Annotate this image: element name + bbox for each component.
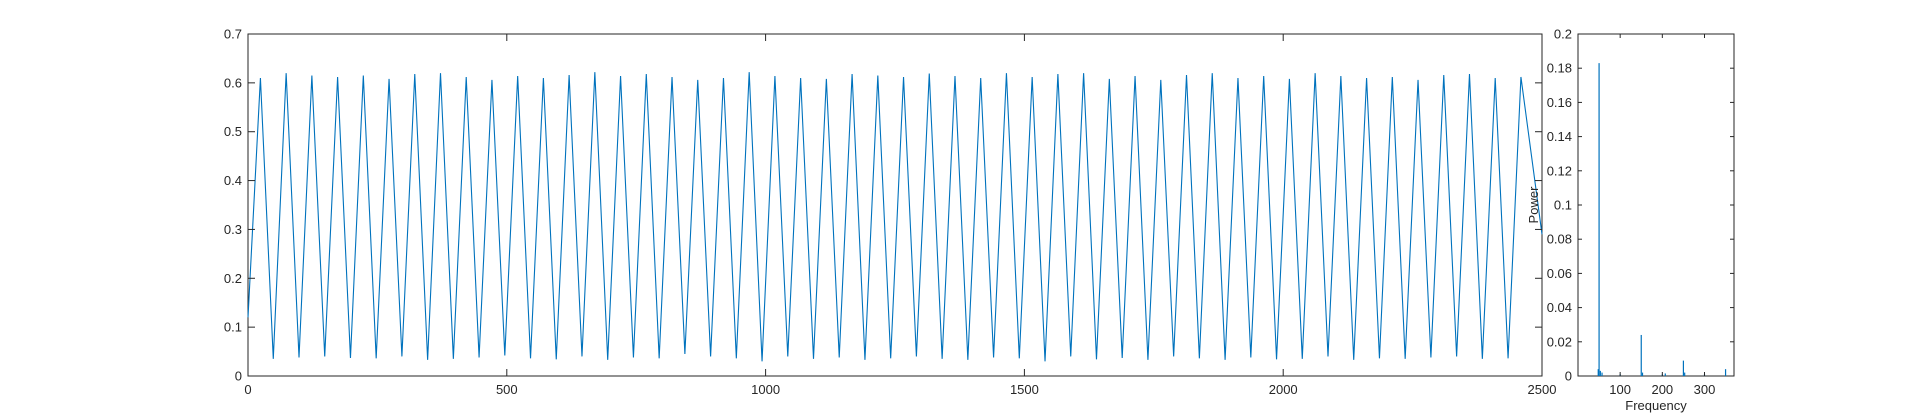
y-tick-label: 0.3	[224, 222, 242, 237]
y-tick-label: 0.08	[1547, 232, 1572, 247]
spectrum-plot-area	[1577, 33, 1735, 377]
x-tick-label: 300	[1694, 382, 1716, 397]
y-tick-label: 0.16	[1547, 95, 1572, 110]
waveform-y-ticks: 0 0.1 0.2 0.3 0.4 0.5 0.6 0.7	[224, 27, 1542, 384]
y-tick-label: 0.5	[224, 124, 242, 139]
spectrum-axes: 100 200 300 0 0.02 0.04 0.06 0.08 0.1 0.12 0.14 0.…	[1526, 27, 1735, 413]
y-tick-label: 0	[1565, 369, 1572, 384]
x-tick-label: 100	[1609, 382, 1631, 397]
y-tick-label: 0.06	[1547, 266, 1572, 281]
waveform-plot-area	[247, 33, 1543, 377]
spectrum-x-axis-label: Frequency	[1625, 398, 1687, 413]
y-tick-label: 0.7	[224, 27, 242, 42]
spectrum-y-ticks: 0 0.02 0.04 0.06 0.08 0.1 0.12 0.14 0.16 0.18 0.2	[1547, 27, 1734, 384]
y-tick-label: 0.2	[224, 271, 242, 286]
x-tick-label: 500	[496, 382, 518, 397]
y-tick-label: 0.4	[224, 173, 242, 188]
x-tick-label: 0	[244, 382, 251, 397]
y-tick-label: 0.14	[1547, 129, 1572, 144]
x-tick-label: 1000	[751, 382, 780, 397]
y-tick-label: 0.6	[224, 75, 242, 90]
waveform-axes: 0 500 1000 1500 2000 2500 0 0.1 0.2 0.3 0.4 0.5 0.6…	[224, 27, 1557, 398]
x-tick-label: 2500	[1528, 382, 1557, 397]
y-tick-label: 0.12	[1547, 163, 1572, 178]
y-tick-label: 0.1	[1554, 198, 1572, 213]
y-tick-label: 0.1	[224, 320, 242, 335]
x-tick-label: 2000	[1269, 382, 1298, 397]
waveform-x-ticks: 0 500 1000 1500 2000 2500	[244, 34, 1556, 397]
x-tick-label: 1500	[1010, 382, 1039, 397]
x-tick-label: 200	[1651, 382, 1673, 397]
spectrum-x-ticks: 100 200 300	[1609, 34, 1715, 397]
y-tick-label: 0.2	[1554, 27, 1572, 42]
y-tick-label: 0.04	[1547, 300, 1572, 315]
waveform-series-line	[247, 72, 1543, 362]
y-tick-label: 0	[235, 369, 242, 384]
y-tick-label: 0.02	[1547, 334, 1572, 349]
y-tick-label: 0.18	[1547, 61, 1572, 76]
spectrum-y-axis-label: Power	[1526, 186, 1541, 224]
